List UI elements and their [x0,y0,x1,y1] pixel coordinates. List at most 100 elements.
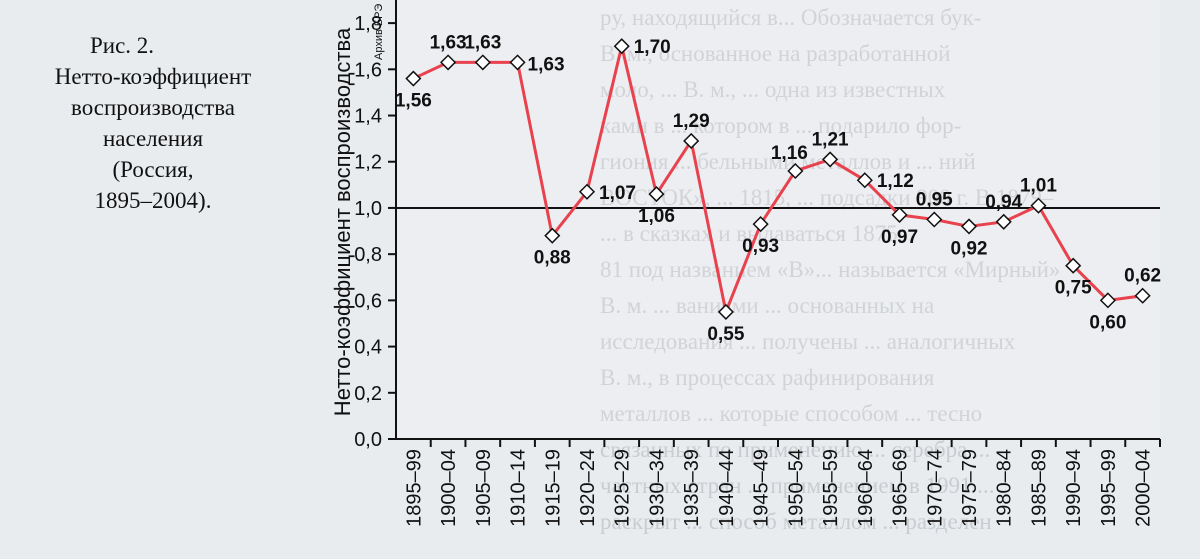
data-label: 1,29 [673,111,710,132]
y-tick-label: 0,2 [354,383,382,405]
background-text: ру, находящийся в... Обозначается бук-В.… [600,0,1200,559]
x-tick-label: 1940–44 [716,449,738,527]
x-tick-label: 1935–39 [681,449,703,527]
background-text-line: раскрыт ... способ металлом ... разделен [600,509,992,534]
y-tick-label: 1,6 [354,59,382,81]
data-label: 1,70 [634,37,671,58]
x-tick-label: 1895–99 [403,449,425,527]
background-text-line: ру, находящийся в... Обозначается бук- [600,0,1200,36]
x-tick-label: 1930–34 [646,449,668,527]
data-point [613,38,630,55]
data-point [960,218,978,235]
background-text-line: ками в ... котором в ... подарило фор- [600,108,1200,144]
data-point [752,216,769,233]
data-label: 1,63 [528,54,565,75]
data-label: 1,16 [771,143,808,164]
x-tick-label: 1950–54 [785,449,807,527]
data-label: 0,92 [951,238,988,259]
data-label: 1,21 [812,129,849,150]
caption-line4: (Россия, [112,157,194,182]
data-point [1134,287,1151,304]
data-point [995,213,1012,230]
data-label: 0,95 [916,190,953,211]
x-tick-label: 1980–84 [994,449,1016,527]
background-text-line: ВОСТОК», ... 1815, ... подсадки 900 г. В… [600,180,1200,216]
data-label: 0,55 [707,324,744,345]
background-text-line: частных стран ... применением в 1991 ... [600,473,995,498]
series-line [412,44,1143,314]
x-tick-label: 1965–69 [890,449,912,527]
y-tick-label: 0,4 [354,337,382,359]
data-point [717,303,734,320]
y-tick-label: 1,0 [354,198,382,220]
x-tick-label: 1900–04 [438,449,460,527]
data-point [822,151,839,168]
y-tick-label: 1,8 [354,13,382,35]
plot-area [396,0,1160,439]
background-text-line: В. м. ... ваниями ... основанных на [600,288,1200,324]
data-point [544,227,561,244]
x-tick-label: 1970–74 [924,449,946,527]
x-tick-label: 1945–49 [751,449,773,527]
x-tick-label: 1990–94 [1063,449,1085,527]
background-text-line: моло, ... В. м., ... одна из известных [600,72,1200,108]
y-tick-label: 0,6 [354,290,382,312]
data-point [683,132,700,150]
x-tick-label: 1920–24 [577,449,599,527]
x-tick-label: 1915–19 [542,449,564,527]
data-point [1030,197,1047,214]
data-label: 1,06 [638,206,675,227]
data-point [891,206,908,223]
data-label: 1,63 [430,32,467,53]
data-point [787,162,804,180]
background-text-line: металлов ... которые способом ... тесно [600,396,1200,432]
data-label: 0,75 [1055,278,1092,299]
data-point [1099,292,1116,309]
data-label: 1,07 [599,183,636,204]
y-axis-title: Нетто-коэффициент воспроизводства [330,27,355,416]
data-label: 1,56 [395,91,432,112]
background-text-line: гиония ... бельными металлов и ... ний [600,144,1200,180]
data-label: 1,63 [464,32,501,53]
data-point [856,172,873,189]
background-text-line: В. м., основанное на разработанной [600,36,1200,72]
background-text-line: 81 под названием «В»... называется «Мирн… [600,252,1200,288]
y-tick-label: 1,4 [354,106,382,128]
background-text-line: исследования ... получены ... аналогичны… [600,324,1200,360]
background-text-line: В. м., в процессах рафинирования [600,360,1200,396]
x-tick-label: 1955–59 [820,449,842,527]
y-tick-label: 1,2 [354,152,382,174]
data-point [440,54,457,71]
data-point [1065,257,1082,274]
data-point [474,54,491,71]
data-label: 0,60 [1089,312,1126,333]
data-point [926,211,943,228]
x-tick-label: 1905–09 [473,449,495,527]
x-tick-label: 1960–64 [855,449,877,527]
x-tick-label: 1975–79 [959,449,981,527]
data-label: 0,93 [742,236,779,257]
x-tick-label: 1985–89 [1028,449,1050,527]
caption-line2: воспроизводства [71,95,235,120]
caption-fig: Рис. 2. [90,33,155,58]
x-tick-label: 1925–29 [612,449,634,527]
figure-caption: Рис. 2. Нетто-коэффициент воспроизводств… [38,30,268,216]
data-label: 0,94 [985,192,1022,213]
caption-line3: населения [102,126,204,151]
data-label: 0,88 [534,248,571,269]
background-text-line: ... в сказках и выдаваться 1875 [600,216,1200,252]
background-text-line: связанных по применению ... серебра ... [600,437,991,462]
data-point [405,70,422,87]
data-label: 0,62 [1124,266,1161,287]
data-point [509,54,526,71]
x-tick-label: 2000–04 [1133,449,1155,527]
data-point [578,183,596,200]
x-tick-label: 1995–99 [1098,449,1120,527]
data-label: 1,01 [1020,176,1057,197]
data-label: 0,97 [881,227,918,248]
caption-line1: Нетто-коэффициент [54,64,252,89]
y-tick-label: 0,8 [354,244,382,266]
data-point [648,186,665,203]
x-tick-label: 1910–14 [508,449,530,527]
